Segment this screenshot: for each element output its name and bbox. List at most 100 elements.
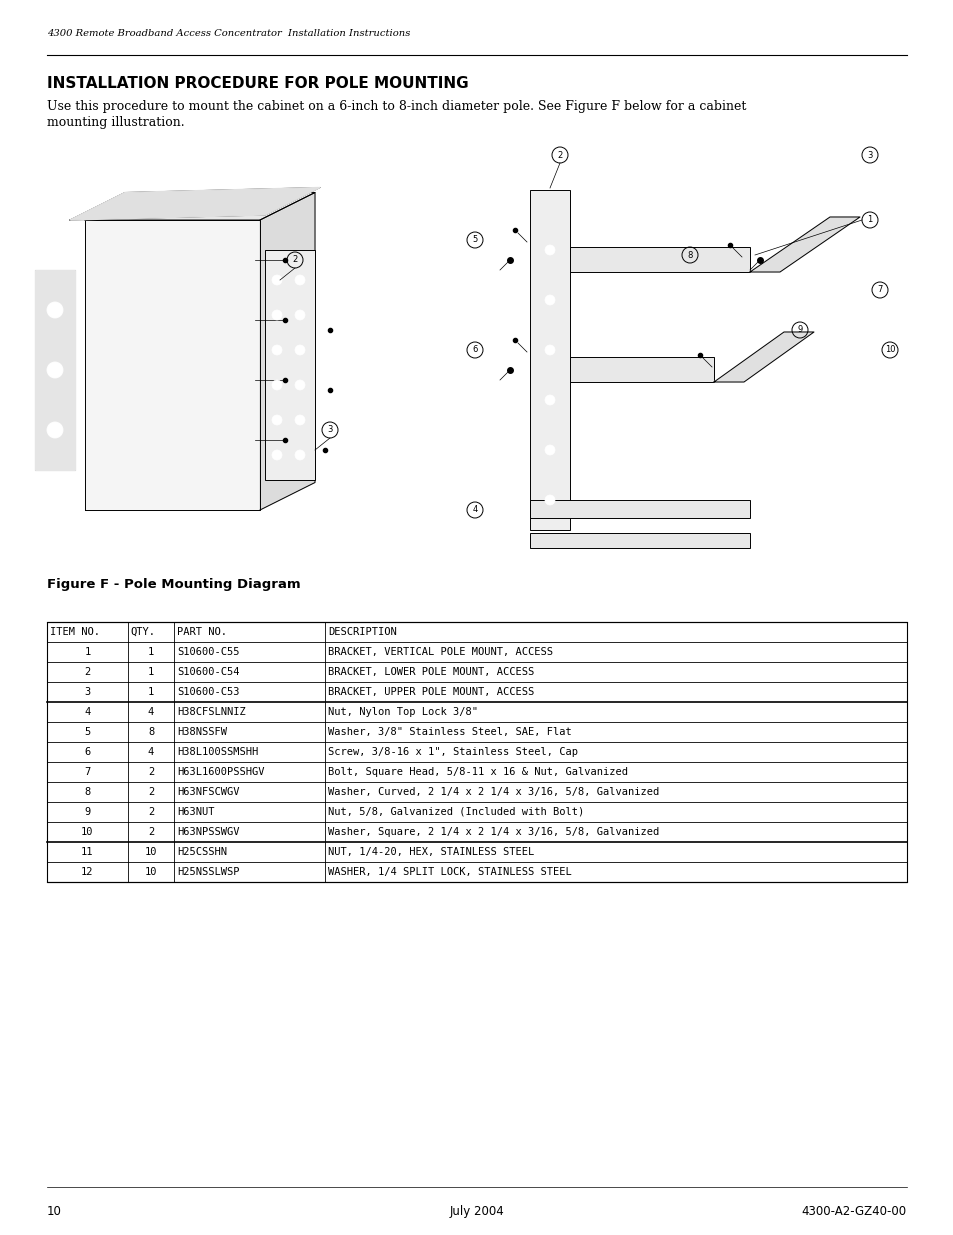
Polygon shape	[260, 193, 314, 510]
Circle shape	[47, 362, 63, 378]
Text: H25NSSLWSP: H25NSSLWSP	[177, 867, 239, 877]
Text: 2: 2	[557, 151, 562, 159]
Text: H63NUT: H63NUT	[177, 806, 214, 818]
Text: 8: 8	[84, 787, 91, 797]
Text: H63L1600PSSHGV: H63L1600PSSHGV	[177, 767, 265, 777]
Text: Nut, 5/8, Galvanized (Included with Bolt): Nut, 5/8, Galvanized (Included with Bolt…	[328, 806, 583, 818]
Circle shape	[47, 303, 63, 317]
Text: 10: 10	[145, 847, 157, 857]
Text: INSTALLATION PROCEDURE FOR POLE MOUNTING: INSTALLATION PROCEDURE FOR POLE MOUNTING	[47, 77, 468, 91]
Text: mounting illustration.: mounting illustration.	[47, 116, 185, 128]
Polygon shape	[85, 193, 314, 220]
Circle shape	[294, 380, 305, 390]
Text: 9: 9	[84, 806, 91, 818]
Text: 1: 1	[148, 667, 154, 677]
Text: Washer, Curved, 2 1/4 x 2 1/4 x 3/16, 5/8, Galvanized: Washer, Curved, 2 1/4 x 2 1/4 x 3/16, 5/…	[328, 787, 659, 797]
Text: 5: 5	[84, 727, 91, 737]
Text: 1: 1	[148, 647, 154, 657]
Text: NUT, 1/4-20, HEX, STAINLESS STEEL: NUT, 1/4-20, HEX, STAINLESS STEEL	[328, 847, 534, 857]
Circle shape	[294, 450, 305, 459]
Polygon shape	[70, 188, 319, 220]
Text: 4300 Remote Broadband Access Concentrator  Installation Instructions: 4300 Remote Broadband Access Concentrato…	[47, 28, 410, 38]
Text: 2: 2	[148, 806, 154, 818]
Text: 1: 1	[148, 687, 154, 697]
Text: PART NO.: PART NO.	[177, 627, 227, 637]
Text: 4300-A2-GZ40-00: 4300-A2-GZ40-00	[801, 1205, 906, 1218]
Bar	[569, 357, 713, 382]
Text: Use this procedure to mount the cabinet on a 6-inch to 8-inch diameter pole. See: Use this procedure to mount the cabinet …	[47, 100, 745, 112]
Text: 3: 3	[327, 426, 333, 435]
Text: 10: 10	[81, 827, 93, 837]
Circle shape	[47, 422, 63, 438]
Text: 4: 4	[472, 505, 477, 515]
Polygon shape	[749, 217, 859, 272]
Text: S10600-C55: S10600-C55	[177, 647, 239, 657]
Text: H63NFSCWGV: H63NFSCWGV	[177, 787, 239, 797]
Text: WASHER, 1/4 SPLIT LOCK, STAINLESS STEEL: WASHER, 1/4 SPLIT LOCK, STAINLESS STEEL	[328, 867, 571, 877]
Text: 10: 10	[47, 1205, 62, 1218]
Text: 6: 6	[472, 346, 477, 354]
Circle shape	[294, 415, 305, 425]
Text: 8: 8	[148, 727, 154, 737]
Text: Screw, 3/8-16 x 1", Stainless Steel, Cap: Screw, 3/8-16 x 1", Stainless Steel, Cap	[328, 747, 578, 757]
Circle shape	[294, 275, 305, 285]
Text: 3: 3	[866, 151, 872, 159]
Circle shape	[272, 310, 282, 320]
Text: Washer, 3/8" Stainless Steel, SAE, Flat: Washer, 3/8" Stainless Steel, SAE, Flat	[328, 727, 571, 737]
Text: QTY.: QTY.	[131, 627, 155, 637]
Circle shape	[272, 345, 282, 354]
Polygon shape	[35, 270, 75, 471]
Text: 2: 2	[148, 827, 154, 837]
Text: Bolt, Square Head, 5/8-11 x 16 & Nut, Galvanized: Bolt, Square Head, 5/8-11 x 16 & Nut, Ga…	[328, 767, 627, 777]
Bar	[265, 249, 314, 480]
Text: 12: 12	[81, 867, 93, 877]
Bar	[530, 190, 569, 530]
Text: Nut, Nylon Top Lock 3/8": Nut, Nylon Top Lock 3/8"	[328, 706, 477, 718]
Text: BRACKET, LOWER POLE MOUNT, ACCESS: BRACKET, LOWER POLE MOUNT, ACCESS	[328, 667, 534, 677]
Circle shape	[544, 295, 555, 305]
Text: 1: 1	[84, 647, 91, 657]
Circle shape	[544, 445, 555, 454]
Text: H38CFSLNNIZ: H38CFSLNNIZ	[177, 706, 246, 718]
Text: 4: 4	[84, 706, 91, 718]
Text: 1: 1	[866, 215, 872, 225]
Circle shape	[272, 275, 282, 285]
Circle shape	[294, 345, 305, 354]
Text: DESCRIPTION: DESCRIPTION	[328, 627, 396, 637]
Text: 2: 2	[148, 787, 154, 797]
Polygon shape	[713, 332, 813, 382]
Text: H63NPSSWGV: H63NPSSWGV	[177, 827, 239, 837]
Text: 9: 9	[797, 326, 801, 335]
Text: S10600-C53: S10600-C53	[177, 687, 239, 697]
Text: H38L100SSMSHH: H38L100SSMSHH	[177, 747, 258, 757]
Text: 7: 7	[877, 285, 882, 294]
Text: BRACKET, UPPER POLE MOUNT, ACCESS: BRACKET, UPPER POLE MOUNT, ACCESS	[328, 687, 534, 697]
Text: Washer, Square, 2 1/4 x 2 1/4 x 3/16, 5/8, Galvanized: Washer, Square, 2 1/4 x 2 1/4 x 3/16, 5/…	[328, 827, 659, 837]
Text: 4: 4	[148, 747, 154, 757]
Circle shape	[272, 450, 282, 459]
Text: 4: 4	[148, 706, 154, 718]
Text: BRACKET, VERTICAL POLE MOUNT, ACCESS: BRACKET, VERTICAL POLE MOUNT, ACCESS	[328, 647, 552, 657]
Text: 11: 11	[81, 847, 93, 857]
Text: H25CSSHN: H25CSSHN	[177, 847, 227, 857]
Circle shape	[544, 245, 555, 254]
Circle shape	[272, 380, 282, 390]
Text: 8: 8	[686, 251, 692, 259]
Circle shape	[544, 345, 555, 354]
Circle shape	[544, 495, 555, 505]
Text: S10600-C54: S10600-C54	[177, 667, 239, 677]
Text: 3: 3	[84, 687, 91, 697]
Bar	[530, 500, 749, 517]
Text: July 2004: July 2004	[449, 1205, 504, 1218]
Bar	[530, 534, 749, 548]
Bar	[47, 622, 906, 882]
Polygon shape	[85, 220, 260, 510]
Text: 2: 2	[148, 767, 154, 777]
Text: H38NSSFW: H38NSSFW	[177, 727, 227, 737]
Circle shape	[294, 310, 305, 320]
Text: 10: 10	[883, 346, 894, 354]
Text: Figure F - Pole Mounting Diagram: Figure F - Pole Mounting Diagram	[47, 578, 300, 592]
Circle shape	[272, 415, 282, 425]
Bar	[569, 247, 749, 272]
Text: 6: 6	[84, 747, 91, 757]
